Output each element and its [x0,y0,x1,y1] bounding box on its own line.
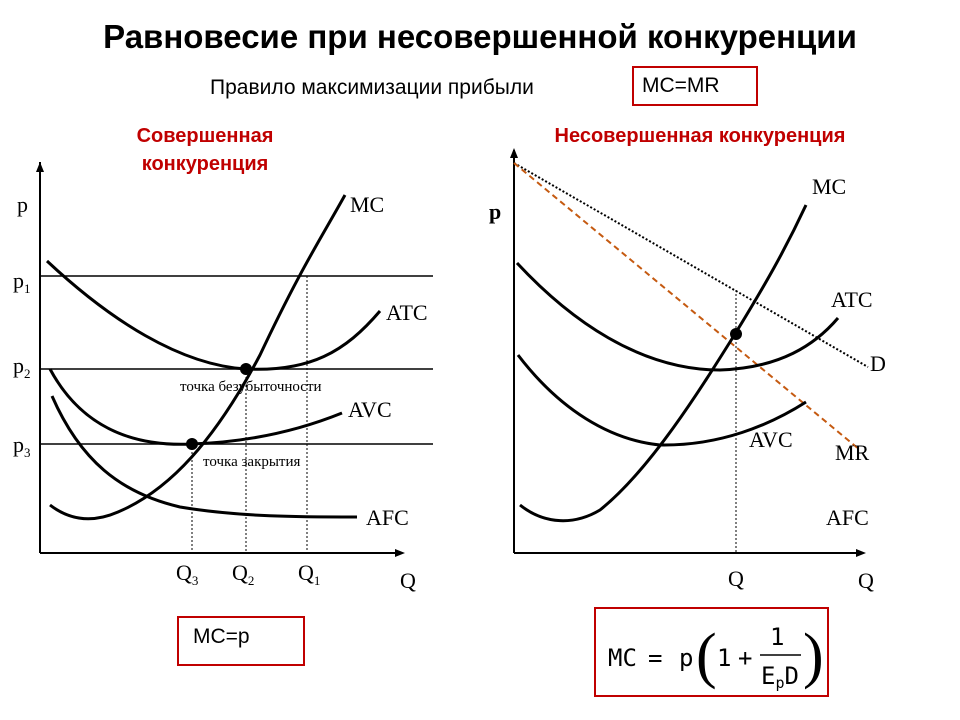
formula-plus: + [738,644,752,672]
left-panel-title: Совершенная конкуренция [95,122,315,178]
left-mc-curve [49,194,347,521]
right-axis-p-label: p [489,199,501,224]
right-formula-box: MC = p ( 1 + 1 EpD ) [594,607,829,697]
left-p3-label: p3 [13,432,31,460]
formula-close-paren: ) [803,622,824,690]
formula-open-paren: ( [696,622,717,690]
left-q2-label: Q2 [232,560,254,588]
right-mc-label: MC [812,174,846,199]
right-demand-line [513,162,869,368]
left-y-axis-arrow-icon [36,162,44,172]
right-equilibrium-point [730,328,742,340]
right-chart: p Q Q MC ATC D AVC MR AFC [489,148,886,593]
right-avc-curve [516,354,807,447]
left-x-axis-arrow-icon [395,549,405,557]
left-breakeven-label: точка безубыточности [180,379,322,395]
profit-rule-box: MC=MR [632,66,758,106]
left-panel-title-line2: конкуренция [141,153,269,175]
right-d-label: D [870,351,886,376]
left-atc-label: ATC [386,300,428,325]
right-y-axis-arrow-icon [510,148,518,158]
formula-lhs: MC [608,644,637,672]
left-chart: p Q p1 p2 p3 Q3 Q2 Q1 MC ATC AVC AFC точ… [13,162,433,593]
left-shutdown-point [186,438,198,450]
left-p2-label: p2 [13,353,31,381]
page-subtitle: Правило максимизации прибыли [210,76,534,99]
left-panel-title-line1: Совершенная [136,125,274,147]
formula-p: p [679,644,693,672]
right-panel-title: Несовершенная конкуренция [554,125,846,147]
left-mc-label: MC [350,192,384,217]
right-mr-label: MR [835,440,870,465]
left-formula-box: MC=p [177,616,305,666]
right-avc-label: AVC [749,427,793,452]
left-afc-curve [50,395,358,519]
left-shutdown-label: точка закрытия [203,454,301,470]
left-p1-label: p1 [13,268,31,296]
formula-eq: = [648,644,662,672]
right-atc-label: ATC [831,287,873,312]
left-axis-q-label: Q [400,568,416,593]
left-breakeven-point [240,363,252,375]
right-atc-curve [515,261,840,372]
right-formula: MC = p ( 1 + 1 EpD ) [608,622,824,692]
formula-one: 1 [717,644,731,672]
page-title: Равновесие при несовершенной конкуренции [103,18,857,55]
right-mc-curve [519,204,808,523]
left-atc-curve [45,259,382,371]
right-x-axis-arrow-icon [856,549,866,557]
right-q-label: Q [728,566,744,591]
left-q3-label: Q3 [176,560,198,588]
formula-numerator: 1 [770,623,784,651]
left-afc-label: AFC [366,505,409,530]
left-avc-label: AVC [348,397,392,422]
right-afc-label: AFC [826,505,869,530]
right-mr-line [513,162,861,451]
right-axis-q-label: Q [858,568,874,593]
left-axis-p-label: p [17,192,28,217]
left-q1-label: Q1 [298,560,320,588]
formula-denominator: EpD [761,662,799,692]
